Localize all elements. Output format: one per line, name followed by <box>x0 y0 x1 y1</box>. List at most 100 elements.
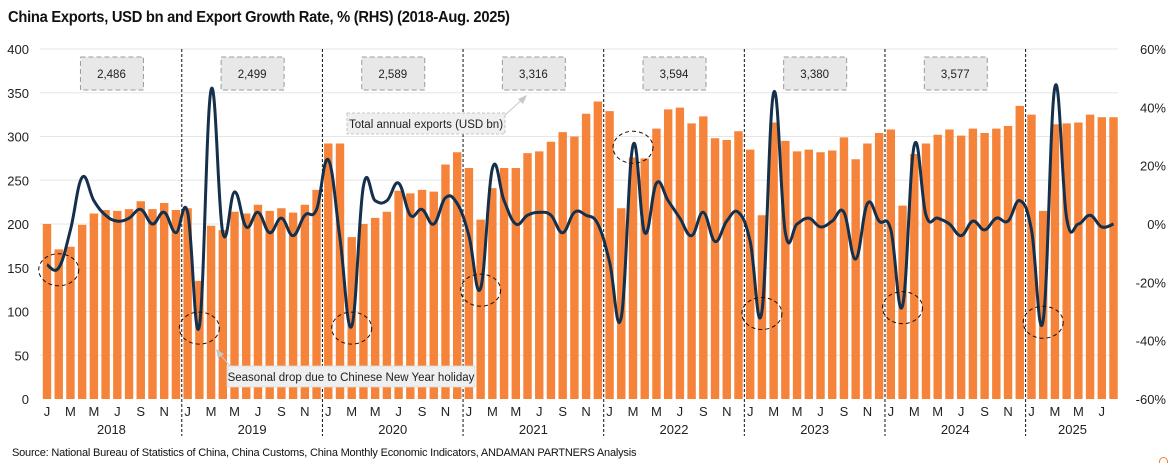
x-axis-month-label: J <box>44 404 51 419</box>
seasonal-callout: Seasonal drop due to Chinese New Year ho… <box>216 349 476 388</box>
bar <box>195 280 204 399</box>
x-axis-month-label: S <box>277 404 286 419</box>
annual-total-box-rect <box>501 56 566 91</box>
x-axis-month-label: N <box>300 404 309 419</box>
bar <box>312 189 321 399</box>
x-axis-month-label: J <box>325 404 332 419</box>
bar <box>406 193 415 399</box>
bar <box>593 101 603 399</box>
bar <box>370 217 380 399</box>
annual-total-box: 3,577 <box>923 56 988 91</box>
bar <box>734 131 743 399</box>
x-axis-month-label: J <box>677 404 684 419</box>
x-axis-month-label: M <box>1049 404 1060 419</box>
bar <box>324 143 333 399</box>
annual-total-box: 3,594 <box>642 56 707 91</box>
bar <box>1074 122 1083 399</box>
right-axis-tick-label: 20% <box>1140 159 1166 174</box>
x-axis-month-label: J <box>395 404 402 419</box>
x-axis-month-label: M <box>628 404 639 419</box>
bar <box>1062 123 1071 399</box>
bar <box>335 143 345 399</box>
bar <box>546 141 556 399</box>
bar <box>253 204 263 399</box>
bar <box>394 190 403 399</box>
x-axis-month-label: J <box>1099 404 1106 419</box>
bar <box>781 140 790 399</box>
logo-mark-icon <box>1159 457 1168 463</box>
source-note: Source: National Bureau of Statistics of… <box>12 447 637 459</box>
seasonal-callout-arrowhead <box>216 349 224 358</box>
bar <box>488 188 497 399</box>
growth-line <box>46 83 1115 331</box>
bar <box>1015 105 1024 399</box>
annual-total-box-rect <box>642 56 707 91</box>
x-axis-month-label: M <box>206 404 217 419</box>
bar <box>605 111 614 399</box>
bar <box>675 107 685 399</box>
bar <box>851 159 860 399</box>
bar <box>66 246 75 399</box>
bar <box>101 210 110 399</box>
bar <box>921 143 931 399</box>
bar <box>77 224 87 399</box>
bar <box>804 149 813 399</box>
bar <box>1027 114 1036 399</box>
bar <box>558 132 567 399</box>
annual-total-box-rect <box>783 56 848 91</box>
x-axis-month-label: M <box>229 404 240 419</box>
x-axis-month-label: J <box>536 404 543 419</box>
bar <box>230 211 239 399</box>
annual-total-box: 2,589 <box>361 56 426 91</box>
x-axis-month-label: M <box>768 404 779 419</box>
x-axis-month-label: J <box>1028 404 1035 419</box>
bar <box>839 137 849 399</box>
x-axis-month-label: M <box>346 404 357 419</box>
x-axis-year-label: 2018 <box>97 422 126 437</box>
left-axis-tick-label: 0 <box>22 392 29 407</box>
x-axis-month-label: S <box>699 404 708 419</box>
seasonal-drop-circle <box>741 297 783 330</box>
bar <box>628 157 638 399</box>
bar <box>687 123 696 399</box>
right-axis-tick-label: 0% <box>1147 217 1166 232</box>
annual-total-value: 3,380 <box>800 69 829 81</box>
bar <box>160 203 169 399</box>
bar <box>54 249 63 399</box>
x-axis-month-label: M <box>370 404 381 419</box>
x-axis-month-label: N <box>1003 404 1012 419</box>
bar <box>523 153 532 399</box>
seasonal-drop-circle <box>460 273 502 307</box>
chart-title: China Exports, USD bn and Export Growth … <box>8 9 510 26</box>
x-axis-month-label: J <box>747 404 754 419</box>
annual-total-value: 3,594 <box>660 69 689 81</box>
left-axis-tick-label: 300 <box>7 130 29 145</box>
seasonal-drop-circle <box>612 130 654 164</box>
bar <box>499 168 509 399</box>
annual-total-callout-text: Total annual exports (USD bn) <box>349 119 503 131</box>
annual-total-callout: Total annual exports (USD bn) <box>346 95 527 135</box>
x-axis-month-label: J <box>255 404 262 419</box>
bar <box>1085 114 1095 399</box>
annual-total-box-rect <box>220 56 285 91</box>
x-axis-month-label: M <box>1073 404 1084 419</box>
x-axis-month-label: J <box>184 404 191 419</box>
bar <box>218 230 227 399</box>
bar <box>359 224 368 399</box>
bar <box>113 210 122 399</box>
bar-series <box>42 101 1118 399</box>
bar <box>453 152 462 399</box>
x-axis-year-label: 2025 <box>1058 422 1087 437</box>
right-axis-tick-label: -40% <box>1136 334 1167 349</box>
annual-total-boxes: 2,486 2,499 2,589 3,316 3,594 3,380 3,577 <box>79 56 988 91</box>
x-axis-month-label: S <box>418 404 427 419</box>
bar <box>722 140 731 399</box>
left-axis-tick-label: 350 <box>7 86 29 101</box>
x-axis-month-label: J <box>466 404 473 419</box>
right-axis-tick-label: 60% <box>1140 42 1166 57</box>
annual-total-box: 2,499 <box>220 56 285 91</box>
seasonal-drop-circle <box>178 311 220 345</box>
bar <box>183 208 192 399</box>
x-axis-month-label: N <box>441 404 450 419</box>
x-axis-year-label: 2024 <box>941 422 970 437</box>
